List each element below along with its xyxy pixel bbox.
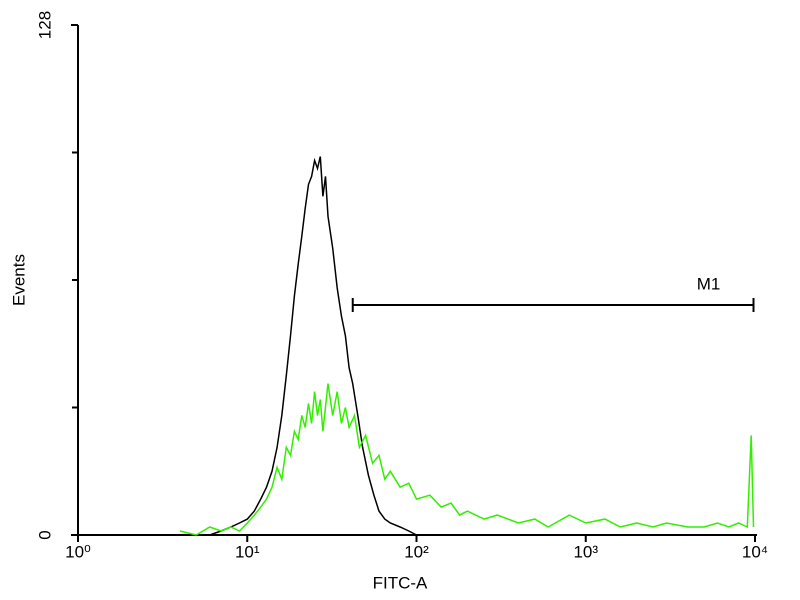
x-axis-label: FITC-A — [373, 573, 428, 592]
histogram-line — [179, 383, 755, 536]
x-tick-label: 10⁰ — [65, 542, 91, 561]
histogram-line — [209, 156, 417, 536]
y-axis-label: Events — [9, 254, 28, 306]
y-tick-label: 0 — [35, 530, 54, 539]
marker-label: M1 — [697, 274, 721, 293]
y-tick-label: 128 — [35, 11, 54, 39]
x-tick-label: 10² — [404, 542, 429, 561]
x-tick-label: 10⁴ — [742, 542, 768, 561]
x-tick-label: 10¹ — [235, 542, 260, 561]
x-tick-label: 10³ — [573, 542, 598, 561]
